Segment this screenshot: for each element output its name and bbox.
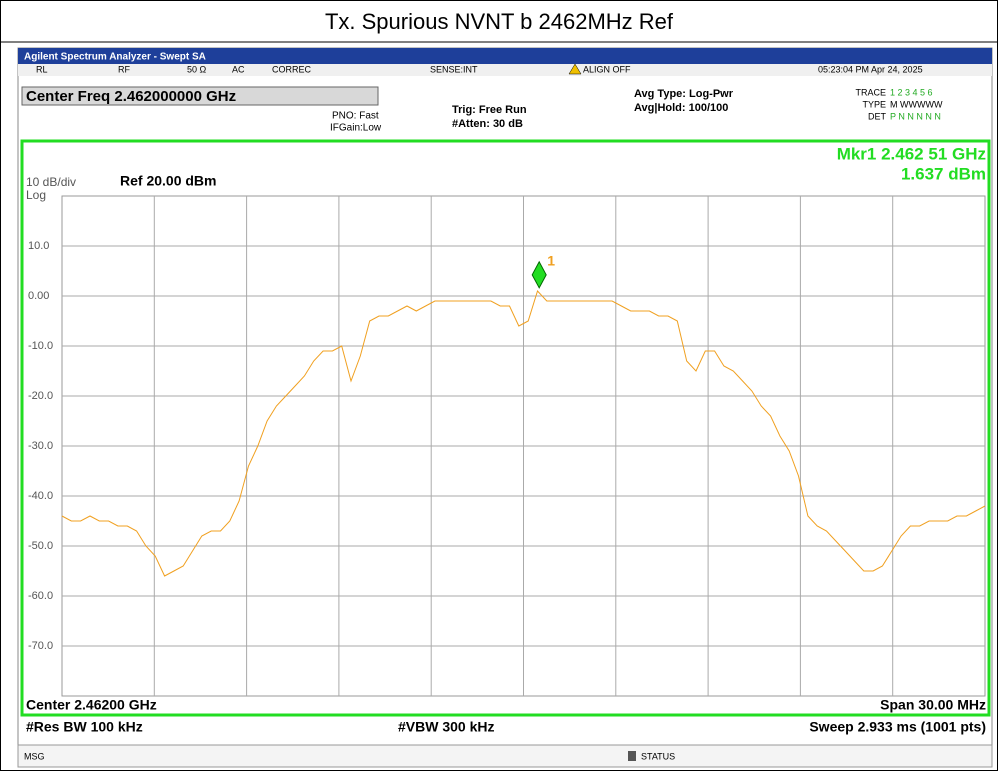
status: CORREC [272,64,312,74]
status-icon [628,751,636,761]
status: 05:23:04 PM Apr 24, 2025 [818,64,923,74]
warning-icon [568,63,582,75]
y-tick-label: -50.0 [28,540,53,552]
trace: 1 2 3 4 5 6 [890,87,933,97]
vbw: #VBW 300 kHz [398,719,494,735]
det: P N N N N N [890,111,941,121]
center-freq: Center Freq 2.462000000 GHz [26,88,236,105]
det-label: DET [868,111,887,121]
status: ALIGN OFF [583,64,631,74]
trace [61,290,986,577]
marker-value: 1.637 dBm [901,164,986,183]
pno: PNO: Fast [332,111,379,122]
type-label: TYPE [862,99,886,109]
ifgain: IFGain:Low [330,123,382,134]
y-tick-label: 10.0 [28,240,49,252]
span: Span 30.00 MHz [880,697,986,713]
sweep: Sweep 2.933 ms (1001 pts) [809,719,986,735]
status-label: STATUS [641,751,675,761]
center: Center 2.46200 GHz [26,697,157,713]
marker-freq: Mkr1 2.462 51 GHz [837,144,986,163]
msg: MSG [24,751,45,761]
y-tick-label: -20.0 [28,390,53,402]
status-bar [17,744,993,768]
atten: #Atten: 30 dB [452,118,523,130]
avg-hold: Avg|Hold: 100/100 [634,102,728,114]
trig: Trig: Free Run [452,104,527,116]
y-tick-label: -40.0 [28,490,53,502]
scale: 10 dB/div [26,175,76,189]
plot-frame [20,139,991,717]
center-freq-box [21,86,379,106]
y-tick-label: -60.0 [28,590,53,602]
y-tick-label: -10.0 [28,340,53,352]
y-tick-label: 0.00 [28,290,49,302]
y-tick-label: -70.0 [28,640,53,652]
app-bar [18,48,992,64]
status: SENSE:INT [430,64,478,74]
avg-type: Avg Type: Log-Pwr [634,88,734,100]
status: 50 Ω [187,64,207,74]
plot: 10.0 0.00 -10.0 -20.0 -30.0 -40.0 -50.0 -60.0 -7… [28,195,986,697]
ref: Ref 20.00 dBm [120,173,216,189]
y-tick-label: -30.0 [28,440,53,452]
app-title: Agilent Spectrum Analyzer - Swept SA [24,52,206,63]
trace-label: TRACE [855,87,886,97]
status: AC [232,64,245,74]
status: RL [36,64,48,74]
marker-label: 1 [547,253,555,269]
status: RF [118,64,130,74]
log: Log [26,188,46,202]
marker [531,260,547,289]
page-title: Tx. Spurious NVNT b 2462MHz Ref [325,9,674,34]
rbw: #Res BW 100 kHz [26,719,143,735]
status-row [18,64,992,76]
type: M WWWWW [890,99,943,109]
